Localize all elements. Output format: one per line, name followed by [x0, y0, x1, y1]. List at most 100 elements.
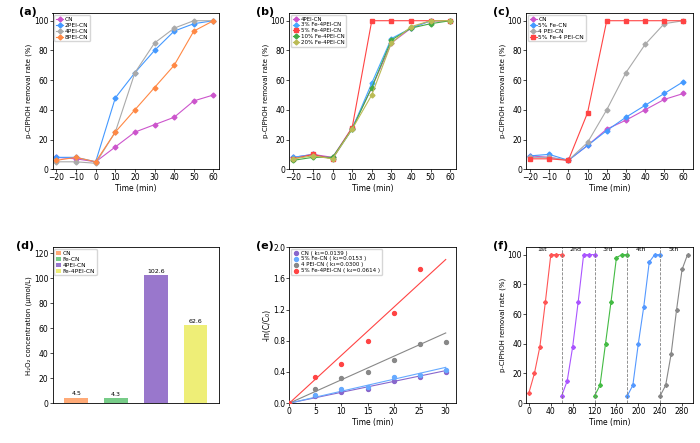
Line: 20% Fe-4PEI-CN: 20% Fe-4PEI-CN — [291, 19, 452, 160]
Line: 4 PEI-CN: 4 PEI-CN — [528, 19, 685, 162]
CN ( k₁=0.0139 ) — [414, 373, 426, 380]
4PEI-CN — [92, 161, 100, 166]
CN — [583, 143, 592, 148]
20% Fe-4PEI-CN — [289, 156, 298, 162]
4 PEI-CN ( k₃=0.0300 ) — [414, 340, 426, 347]
Legend: 4PEI-CN, 3% Fe-4PEI-CN, 5% Fe-4PEI-CN, 10% Fe-4PEI-CN, 20% Fe-4PEI-CN: 4PEI-CN, 3% Fe-4PEI-CN, 5% Fe-4PEI-CN, 1… — [291, 15, 346, 47]
5% Fe-4PEI-CN — [368, 18, 376, 23]
Text: 5th: 5th — [668, 247, 679, 252]
8PEI-CN — [190, 28, 198, 34]
4PEI-CN — [209, 18, 218, 23]
5% Fe-4 PEI-CN — [545, 156, 554, 162]
Line: 8PEI-CN: 8PEI-CN — [55, 19, 215, 163]
5% Fe-CN ( k₂=0.0153 ) — [310, 392, 321, 399]
CN — [150, 122, 159, 127]
5% Fe-CN — [679, 79, 687, 84]
5% Fe-4 PEI-CN — [622, 18, 630, 23]
4PEI-CN — [72, 159, 80, 164]
Y-axis label: -ln(C/C₀): -ln(C/C₀) — [262, 309, 272, 341]
Text: (e): (e) — [256, 241, 274, 251]
5% Fe-4 PEI-CN — [641, 18, 650, 23]
3% Fe-4PEI-CN — [289, 155, 298, 160]
4 PEI-CN ( k₃=0.0300 ) — [284, 400, 295, 407]
4PEI-CN — [446, 18, 454, 23]
5% Fe-CN ( k₂=0.0153 ) — [362, 383, 373, 390]
CN — [526, 153, 534, 159]
Y-axis label: p-ClPhOH removal rate (%): p-ClPhOH removal rate (%) — [500, 278, 506, 372]
20% Fe-4PEI-CN — [446, 18, 454, 23]
2PEI-CN — [170, 28, 178, 34]
CN — [72, 156, 80, 162]
10% Fe-4PEI-CN — [289, 158, 298, 163]
5% Fe-CN — [622, 115, 630, 120]
Line: 5% Fe-CN: 5% Fe-CN — [528, 80, 685, 162]
5% Fe-4 PEI-CN — [526, 156, 534, 162]
CN — [622, 117, 630, 123]
5% Fe-4PEI-CN — [289, 156, 298, 162]
4 PEI-CN ( k₃=0.0300 ) — [336, 375, 347, 382]
5% Fe-4PEI-CN — [426, 18, 435, 23]
5% Fe-CN — [526, 153, 534, 159]
5% Fe-CN — [660, 91, 668, 96]
5% Fe-4 PEI-CN — [679, 18, 687, 23]
Bar — [64, 397, 88, 403]
Text: 3rd: 3rd — [603, 247, 613, 252]
5% Fe-4PEI-CN ( k₄=0.0614 ) — [336, 361, 347, 368]
8PEI-CN — [111, 129, 120, 135]
Bar — [144, 275, 168, 403]
4PEI-CN — [52, 159, 61, 164]
X-axis label: Time (min): Time (min) — [115, 184, 157, 193]
5% Fe-4PEI-CN — [407, 18, 415, 23]
2PEI-CN — [92, 159, 100, 164]
Line: 10% Fe-4PEI-CN: 10% Fe-4PEI-CN — [291, 19, 452, 162]
Line: 5% Fe-4 PEI-CN: 5% Fe-4 PEI-CN — [528, 19, 685, 162]
4 PEI-CN — [622, 70, 630, 75]
CN ( k₁=0.0139 ) — [336, 389, 347, 396]
Line: 3% Fe-4PEI-CN: 3% Fe-4PEI-CN — [291, 19, 452, 160]
4 PEI-CN — [679, 18, 687, 23]
Text: (d): (d) — [16, 241, 34, 251]
Text: (f): (f) — [493, 241, 508, 251]
Bar — [104, 398, 128, 403]
Text: 2nd: 2nd — [569, 247, 582, 252]
4 PEI-CN ( k₃=0.0300 ) — [362, 369, 373, 376]
3% Fe-4PEI-CN — [368, 81, 376, 86]
CN ( k₁=0.0139 ) — [310, 392, 321, 400]
5% Fe-CN ( k₂=0.0153 ) — [414, 372, 426, 379]
CN — [660, 97, 668, 102]
CN — [111, 144, 120, 150]
4PEI-CN — [131, 70, 139, 75]
8PEI-CN — [131, 107, 139, 113]
5% Fe-CN ( k₂=0.0153 ) — [284, 400, 295, 407]
Line: 5% Fe-4PEI-CN: 5% Fe-4PEI-CN — [291, 19, 452, 160]
5% Fe-4PEI-CN ( k₄=0.0614 ) — [414, 265, 426, 272]
2PEI-CN — [52, 155, 61, 160]
2PEI-CN — [190, 21, 198, 26]
8PEI-CN — [52, 158, 61, 163]
Y-axis label: p-ClPhOH removal rate (%): p-ClPhOH removal rate (%) — [500, 44, 506, 138]
10% Fe-4PEI-CN — [348, 126, 356, 132]
CN — [52, 155, 61, 160]
20% Fe-4PEI-CN — [328, 156, 337, 162]
Text: (b): (b) — [256, 7, 274, 17]
Text: 4.3: 4.3 — [111, 392, 121, 396]
4PEI-CN — [328, 155, 337, 160]
4PEI-CN — [387, 40, 395, 46]
5% Fe-4PEI-CN — [309, 152, 317, 157]
4 PEI-CN ( k₃=0.0300 ) — [440, 339, 452, 346]
5% Fe-CN — [564, 158, 573, 163]
4PEI-CN — [407, 26, 415, 31]
X-axis label: Time (min): Time (min) — [352, 418, 393, 427]
4PEI-CN — [150, 40, 159, 46]
8PEI-CN — [209, 18, 218, 23]
10% Fe-4PEI-CN — [446, 18, 454, 23]
CN — [190, 98, 198, 104]
4PEI-CN — [170, 26, 178, 31]
5% Fe-4PEI-CN — [328, 156, 337, 162]
CN — [92, 159, 100, 164]
CN — [545, 155, 554, 160]
Bar — [183, 325, 207, 403]
Y-axis label: p-ClPhOH removal rate (%): p-ClPhOH removal rate (%) — [262, 44, 270, 138]
5% Fe-4PEI-CN ( k₄=0.0614 ) — [362, 337, 373, 344]
20% Fe-4PEI-CN — [348, 126, 356, 132]
